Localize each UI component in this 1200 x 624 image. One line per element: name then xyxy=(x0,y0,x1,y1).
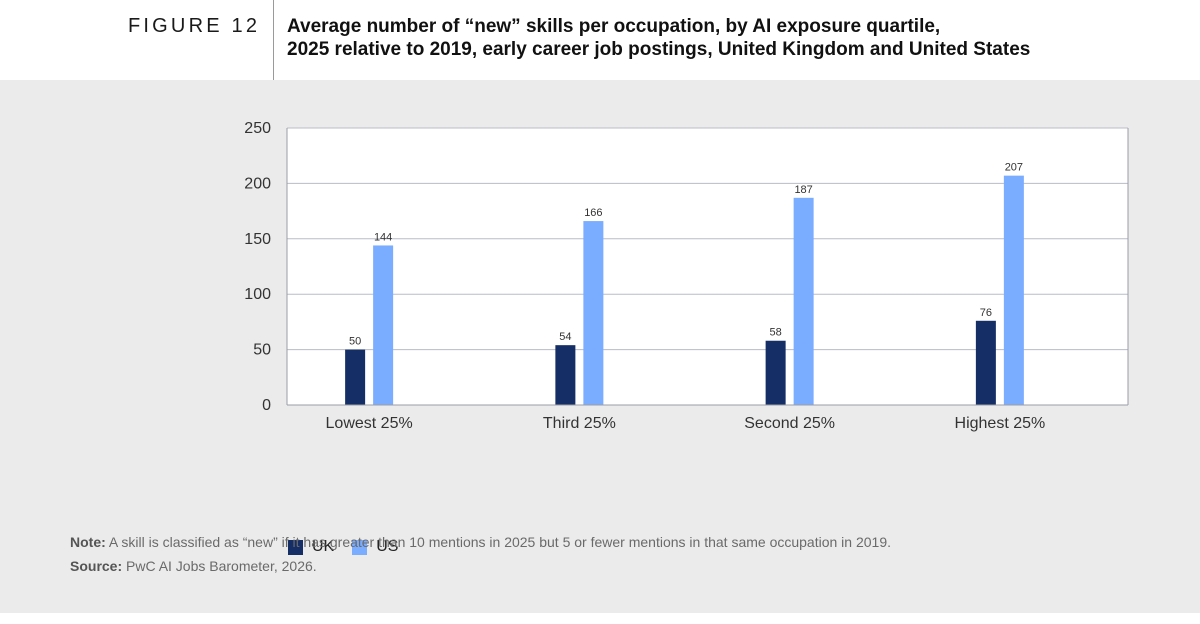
bar-us-3 xyxy=(793,197,814,405)
source-text: PwC AI Jobs Barometer, 2026. xyxy=(126,558,317,574)
chart-title-line-2: 2025 relative to 2019, early career job … xyxy=(287,39,1031,60)
legend-label-us: US xyxy=(376,538,399,555)
x-tick-label: Second 25% xyxy=(744,415,835,432)
note-line: Note: A skill is classified as “new” if … xyxy=(70,530,1170,554)
data-label: 58 xyxy=(770,327,782,339)
chart-title: Average number of “new” skills per occup… xyxy=(287,15,1167,61)
bar-chart: 0 50 100 150 200 250 50 144 Lowest 25% 54 166 Third… xyxy=(244,120,1129,432)
bar-uk-3 xyxy=(765,340,786,405)
chart-legend: UK US xyxy=(288,538,416,556)
bar-uk-4 xyxy=(975,320,996,405)
note-label: Note: xyxy=(70,534,106,550)
source-line: Source: PwC AI Jobs Barometer, 2026. xyxy=(70,554,1170,578)
chart-title-line-1: Average number of “new” skills per occup… xyxy=(287,16,941,37)
legend-item-uk: UK xyxy=(288,538,334,556)
legend-label-uk: UK xyxy=(312,538,335,555)
header-divider xyxy=(273,0,274,80)
data-label: 50 xyxy=(349,336,361,348)
y-tick-label: 200 xyxy=(244,175,271,192)
bar-us-4 xyxy=(1003,175,1024,405)
y-tick-label: 100 xyxy=(244,286,271,303)
bar-uk-1 xyxy=(345,349,366,405)
plot-area xyxy=(287,128,1128,405)
source-label: Source: xyxy=(70,558,123,574)
bar-uk-2 xyxy=(555,345,576,405)
x-tick-label: Third 25% xyxy=(543,415,616,432)
x-tick-label: Highest 25% xyxy=(955,415,1046,432)
data-label: 166 xyxy=(584,207,602,219)
data-label: 207 xyxy=(1005,162,1023,174)
figure-header: FIGURE 12 Average number of “new” skills… xyxy=(0,0,1200,80)
legend-swatch-us xyxy=(352,539,368,555)
legend-swatch-uk xyxy=(288,539,303,555)
y-tick-label: 250 xyxy=(244,120,271,137)
y-tick-label: 150 xyxy=(244,231,271,248)
legend-item-us: US xyxy=(352,538,398,556)
data-label: 76 xyxy=(980,307,992,319)
data-label: 187 xyxy=(794,184,812,196)
bar-us-1 xyxy=(373,245,394,405)
bar-us-2 xyxy=(583,221,604,405)
chart-panel: 0 50 100 150 200 250 50 144 Lowest 25% 54 166 Third… xyxy=(0,80,1200,613)
chart-notes: Note: A skill is classified as “new” if … xyxy=(70,530,1170,578)
figure-number: FIGURE 12 xyxy=(128,15,261,37)
note-text: A skill is classified as “new” if it has… xyxy=(108,534,891,550)
y-tick-label: 0 xyxy=(262,397,271,414)
data-label: 144 xyxy=(374,231,392,243)
data-label: 54 xyxy=(559,331,571,343)
y-tick-label: 50 xyxy=(253,342,271,359)
x-tick-label: Lowest 25% xyxy=(326,415,413,432)
